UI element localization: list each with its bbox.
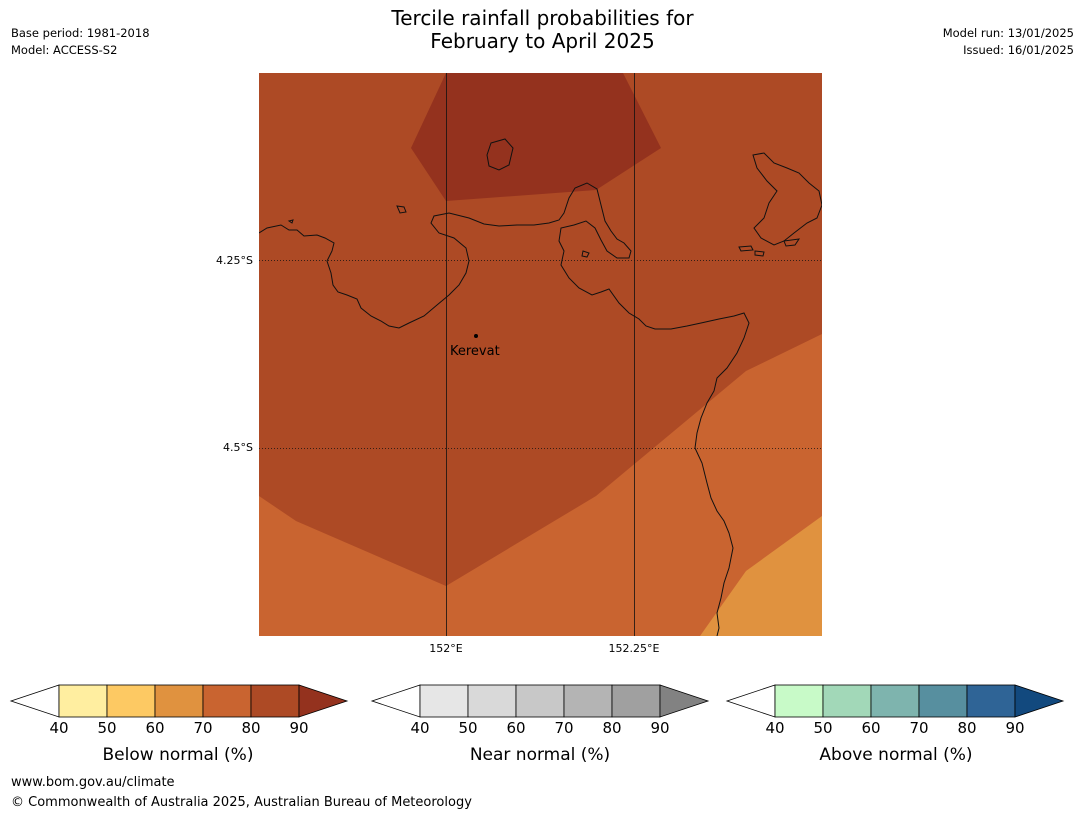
footer-url: www.bom.gov.au/climate bbox=[11, 775, 175, 790]
zone-below-60-70 bbox=[259, 334, 822, 636]
colorbar-below-tick: 50 bbox=[97, 719, 117, 737]
metadata-left: Base period: 1981-2018 Model: ACCESS-S2 bbox=[11, 25, 150, 59]
colorbar-near-tick: 60 bbox=[506, 719, 526, 737]
colorbar-near-normal bbox=[370, 684, 710, 718]
kerevat-label: Kerevat bbox=[450, 344, 500, 359]
colorbar-below-label: Below normal (%) bbox=[102, 745, 254, 765]
colorbar-below-tick: 60 bbox=[145, 719, 165, 737]
zone-below-50-60 bbox=[700, 516, 822, 636]
colorbar-below-extend-low bbox=[9, 684, 60, 718]
model-run-text: Model run: 13/01/2025 bbox=[942, 26, 1074, 40]
zone-below-80-90 bbox=[411, 73, 661, 201]
colorbar-above-tick: 40 bbox=[765, 719, 785, 737]
rainfall-map: Kerevat bbox=[259, 73, 822, 636]
colorbar-below-segment bbox=[250, 684, 300, 718]
base-period-text: Base period: 1981-2018 bbox=[11, 26, 150, 40]
colorbar-below-segment bbox=[154, 684, 204, 718]
colorbar-near-tick: 80 bbox=[602, 719, 622, 737]
colorbar-below-normal bbox=[9, 684, 349, 718]
colorbar-near-extend-high bbox=[659, 684, 710, 718]
colorbar-above-segment bbox=[870, 684, 920, 718]
colorbar-near-segment bbox=[611, 684, 661, 718]
map-svg: Kerevat bbox=[259, 73, 822, 636]
metadata-right: Model run: 13/01/2025 Issued: 16/01/2025 bbox=[943, 25, 1074, 59]
colorbar-near-tick: 90 bbox=[650, 719, 670, 737]
colorbar-near-segment bbox=[467, 684, 517, 718]
colorbar-above-normal bbox=[725, 684, 1065, 718]
colorbar-below-segment bbox=[106, 684, 156, 718]
lon-label-152: 152°E bbox=[429, 642, 463, 655]
colorbar-near-tick: 70 bbox=[554, 719, 574, 737]
kerevat-marker bbox=[474, 334, 478, 338]
coastline bbox=[259, 138, 822, 636]
colorbar-near-tick: 50 bbox=[458, 719, 478, 737]
colorbar-near-extend-low bbox=[370, 684, 421, 718]
colorbar-above-extend-high bbox=[1014, 684, 1065, 718]
colorbar-near-segment bbox=[515, 684, 565, 718]
colorbar-above-tick: 80 bbox=[957, 719, 977, 737]
colorbar-above-tick: 90 bbox=[1005, 719, 1025, 737]
title-line-2: February to April 2025 bbox=[430, 29, 655, 53]
lat-label-4-25: 4.25°S bbox=[216, 254, 253, 267]
colorbar-above-tick: 60 bbox=[861, 719, 881, 737]
colorbar-above-segment bbox=[918, 684, 968, 718]
colorbar-below-tick: 40 bbox=[49, 719, 69, 737]
model-text: Model: ACCESS-S2 bbox=[11, 43, 118, 57]
colorbar-near-tick: 40 bbox=[410, 719, 430, 737]
colorbar-above-segment bbox=[822, 684, 872, 718]
colorbar-below-segment bbox=[202, 684, 252, 718]
page-title: Tercile rainfall probabilities for Febru… bbox=[0, 7, 1085, 53]
colorbar-below-tick: 80 bbox=[241, 719, 261, 737]
colorbar-below-tick: 90 bbox=[289, 719, 309, 737]
lon-label-152-25: 152.25°E bbox=[608, 642, 660, 655]
colorbar-below-extend-high bbox=[298, 684, 349, 718]
colorbar-below-segment bbox=[58, 684, 108, 718]
colorbar-above-segment bbox=[774, 684, 824, 718]
colorbar-above-tick: 50 bbox=[813, 719, 833, 737]
colorbar-near-segment bbox=[563, 684, 613, 718]
graticule bbox=[259, 73, 822, 636]
issued-text: Issued: 16/01/2025 bbox=[963, 43, 1074, 57]
title-line-1: Tercile rainfall probabilities for bbox=[391, 6, 694, 30]
colorbar-below-tick: 70 bbox=[193, 719, 213, 737]
colorbar-above-tick: 70 bbox=[909, 719, 929, 737]
colorbars bbox=[9, 684, 1065, 718]
lat-label-4-5: 4.5°S bbox=[223, 441, 253, 454]
colorbar-above-extend-low bbox=[725, 684, 776, 718]
colorbar-near-segment bbox=[419, 684, 469, 718]
colorbar-above-segment bbox=[966, 684, 1016, 718]
colorbar-near-label: Near normal (%) bbox=[469, 745, 611, 765]
colorbar-above-label: Above normal (%) bbox=[819, 745, 973, 765]
footer-copyright: © Commonwealth of Australia 2025, Austra… bbox=[11, 795, 472, 810]
